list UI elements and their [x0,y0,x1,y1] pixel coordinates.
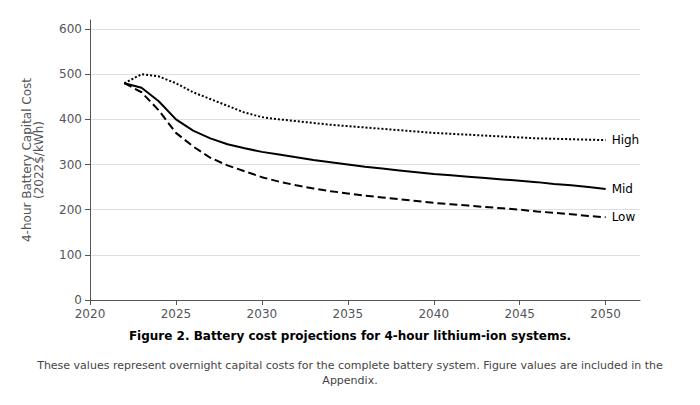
svg-text:Appendix.: Appendix. [322,374,377,387]
svg-text:2040: 2040 [418,307,449,321]
svg-text:These values represent overnig: These values represent overnight capital… [36,359,663,372]
svg-text:500: 500 [59,67,82,81]
svg-text:2020: 2020 [75,307,106,321]
svg-text:300: 300 [59,158,82,172]
svg-text:Low: Low [612,210,636,224]
svg-text:High: High [612,133,640,147]
svg-text:(2022$/kWh): (2022$/kWh) [32,121,46,199]
svg-text:2030: 2030 [247,307,278,321]
svg-text:0: 0 [74,293,82,307]
svg-text:4-hour Battery Capital Cost: 4-hour Battery Capital Cost [20,78,34,242]
svg-text:Mid: Mid [612,182,633,196]
svg-text:2025: 2025 [161,307,192,321]
svg-text:Figure 2. Battery cost project: Figure 2. Battery cost projections for 4… [129,329,571,343]
svg-text:400: 400 [59,112,82,126]
svg-text:200: 200 [59,203,82,217]
svg-text:2045: 2045 [504,307,535,321]
svg-text:2050: 2050 [590,307,621,321]
svg-text:2035: 2035 [333,307,364,321]
svg-text:600: 600 [59,22,82,36]
svg-text:100: 100 [59,248,82,262]
